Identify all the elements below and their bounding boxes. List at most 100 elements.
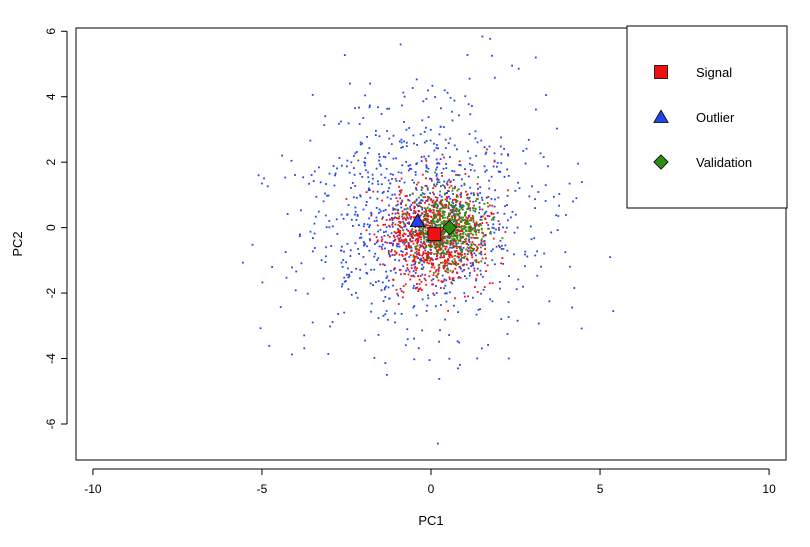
point	[338, 122, 340, 125]
point	[446, 267, 449, 270]
point	[354, 242, 357, 245]
point	[462, 241, 465, 244]
point	[318, 166, 320, 169]
point	[442, 266, 445, 269]
point	[416, 232, 419, 235]
point	[432, 292, 435, 295]
point	[422, 235, 425, 238]
point	[466, 203, 469, 206]
point	[444, 147, 447, 149]
point	[472, 236, 475, 239]
point	[352, 196, 355, 199]
point	[455, 210, 458, 213]
point	[417, 235, 419, 237]
point	[375, 216, 378, 219]
point	[451, 246, 453, 249]
point	[483, 240, 486, 242]
point	[478, 229, 480, 232]
point	[422, 251, 425, 253]
point	[430, 244, 432, 246]
point	[410, 230, 413, 233]
point	[388, 187, 390, 189]
point	[429, 208, 431, 210]
point	[437, 270, 440, 272]
point	[421, 298, 424, 301]
y-tick-label: -6	[44, 418, 58, 429]
point	[441, 184, 444, 186]
point	[405, 214, 408, 217]
point	[343, 276, 346, 279]
point	[404, 241, 407, 244]
point	[418, 228, 421, 231]
point	[426, 200, 429, 202]
point	[452, 262, 455, 265]
point	[451, 206, 454, 209]
point	[433, 223, 436, 225]
point	[479, 192, 481, 194]
point	[445, 270, 448, 273]
point	[472, 216, 475, 219]
point	[475, 222, 478, 225]
point	[435, 173, 438, 176]
point	[328, 172, 331, 175]
point	[466, 249, 469, 252]
point	[406, 338, 409, 341]
point	[386, 107, 389, 110]
point	[466, 196, 469, 199]
point	[524, 162, 527, 165]
point	[458, 230, 461, 233]
point	[409, 239, 411, 242]
point	[350, 293, 353, 296]
point	[448, 201, 450, 204]
x-axis-title: PC1	[418, 513, 443, 528]
point	[370, 302, 373, 305]
point	[467, 150, 469, 153]
point	[468, 241, 471, 243]
point	[428, 252, 431, 254]
point	[385, 310, 388, 312]
point	[445, 245, 448, 248]
point	[485, 221, 488, 224]
point	[517, 181, 519, 184]
point	[295, 270, 298, 273]
point	[480, 253, 483, 256]
point	[478, 206, 481, 208]
x-tick-label: 5	[597, 482, 604, 496]
point	[533, 237, 536, 240]
point	[347, 267, 349, 270]
point	[414, 265, 417, 268]
point	[379, 263, 382, 266]
point	[412, 254, 415, 257]
point	[435, 292, 438, 294]
point	[477, 187, 479, 190]
point	[388, 250, 390, 252]
point	[379, 228, 382, 231]
point	[484, 253, 486, 256]
point	[393, 193, 396, 196]
point	[396, 245, 399, 248]
point	[425, 210, 428, 213]
point	[425, 239, 428, 241]
point	[525, 147, 528, 150]
point	[408, 244, 410, 247]
point	[430, 209, 432, 212]
point	[306, 292, 309, 295]
point	[467, 206, 470, 209]
point	[508, 275, 510, 277]
point	[358, 224, 360, 226]
point	[465, 230, 467, 233]
point	[467, 243, 470, 246]
point	[375, 130, 377, 132]
point	[436, 276, 439, 279]
point	[397, 303, 400, 305]
point	[484, 244, 486, 246]
point	[459, 237, 462, 240]
point	[420, 226, 423, 229]
point	[449, 137, 452, 140]
point	[437, 204, 439, 207]
point	[470, 228, 473, 231]
point	[420, 156, 423, 158]
point	[399, 229, 402, 232]
point	[490, 175, 493, 178]
point	[406, 212, 409, 215]
